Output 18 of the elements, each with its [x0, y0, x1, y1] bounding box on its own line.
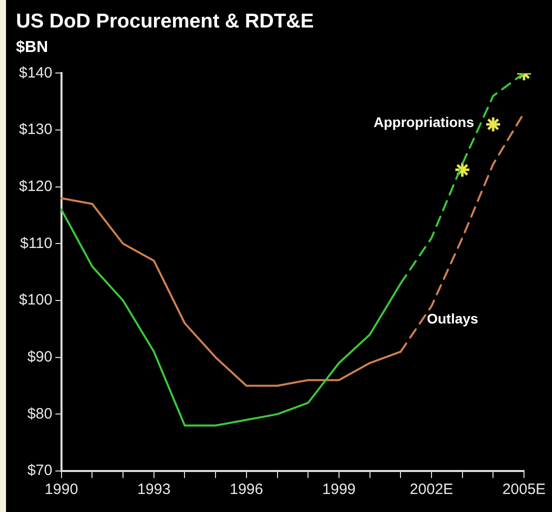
y-tick-label: $140	[18, 64, 52, 82]
x-tick-label: 2002E	[410, 481, 454, 498]
series-label: Appropriations	[374, 114, 474, 130]
x-tick-label: 1993	[137, 481, 171, 498]
x-tick-label: 2005E	[502, 481, 546, 498]
y-tick-label: $130	[18, 121, 52, 138]
chart-title: US DoD Procurement & RDT&E	[16, 10, 314, 33]
y-tick-label: $90	[27, 348, 52, 366]
x-tick-label: 1996	[230, 481, 264, 498]
x-tick-label: 1999	[322, 481, 356, 498]
x-tick-label: 1990	[44, 481, 78, 498]
y-tick-label: $110	[20, 234, 52, 252]
y-axis-title: $BN	[16, 39, 48, 56]
series-label: Outlays	[426, 310, 478, 327]
y-tick-label: $70	[27, 462, 52, 480]
y-tick-label: $120	[18, 178, 52, 195]
y-tick-label: $100	[18, 292, 52, 309]
y-tick-label: $80	[27, 405, 52, 422]
